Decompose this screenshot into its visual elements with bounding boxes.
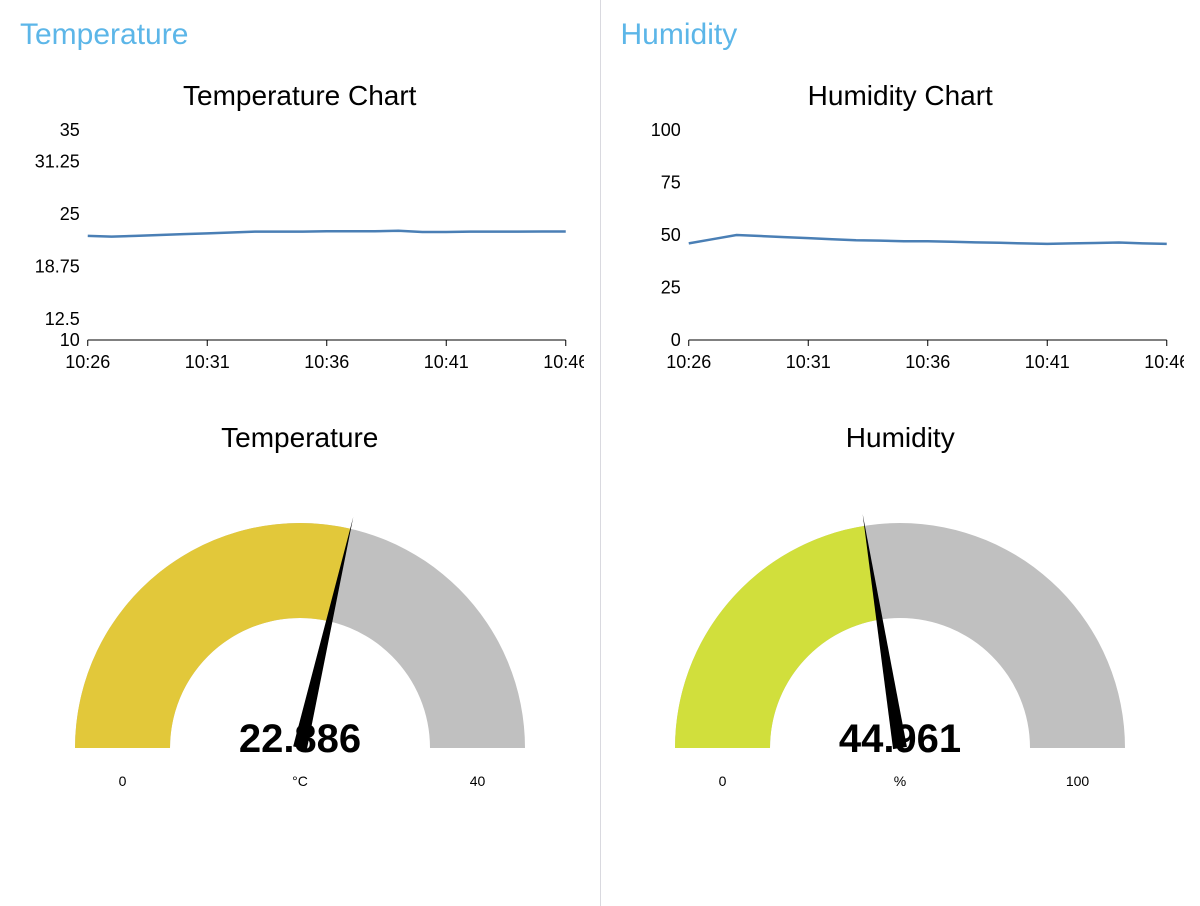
svg-text:25: 25	[660, 278, 680, 298]
svg-text:0: 0	[118, 773, 126, 789]
humidity-chart-block: Humidity Chart 0 25 50 75 100 10:26 10:31 10:36…	[617, 80, 1185, 380]
svg-text:10: 10	[60, 330, 80, 350]
svg-text:100: 100	[650, 120, 680, 140]
temperature-chart-title: Temperature Chart	[16, 80, 584, 112]
svg-text:10:41: 10:41	[1024, 352, 1069, 372]
svg-text:%: %	[894, 773, 906, 789]
svg-text:10:46: 10:46	[543, 352, 583, 372]
svg-text:25: 25	[60, 204, 80, 224]
humidity-panel-title: Humidity	[617, 18, 1185, 52]
svg-text:31.25: 31.25	[35, 152, 80, 172]
svg-text:10:46: 10:46	[1144, 352, 1184, 372]
svg-text:10:31: 10:31	[185, 352, 230, 372]
humidity-gauge: 44.961 0 100%	[617, 478, 1185, 808]
svg-text:18.75: 18.75	[35, 257, 80, 277]
svg-text:35: 35	[60, 120, 80, 140]
temperature-panel: Temperature Temperature Chart 1012.5 18.7…	[0, 0, 600, 906]
svg-text:10:41: 10:41	[424, 352, 469, 372]
svg-text:10:31: 10:31	[785, 352, 830, 372]
svg-text:0: 0	[719, 773, 727, 789]
svg-text:10:36: 10:36	[905, 352, 950, 372]
humidity-gauge-block: Humidity 44.961 0 100%	[617, 422, 1185, 808]
svg-text:12.5: 12.5	[45, 309, 80, 329]
humidity-panel: Humidity Humidity Chart 0 25 50 75 100 10:26 1…	[601, 0, 1200, 906]
temperature-gauge: 22.886 0 40 °C	[16, 478, 584, 808]
humidity-chart-title: Humidity Chart	[617, 80, 1185, 112]
humidity-gauge-title: Humidity	[617, 422, 1185, 454]
svg-text:40: 40	[469, 773, 485, 789]
temperature-gauge-title: Temperature	[16, 422, 584, 454]
svg-text:22.886: 22.886	[239, 717, 361, 761]
dashboard: Temperature Temperature Chart 1012.5 18.7…	[0, 0, 1200, 906]
svg-text:44.961: 44.961	[839, 717, 961, 761]
svg-text:0: 0	[670, 330, 680, 350]
humidity-line-chart: 0 25 50 75 100 10:26 10:31 10:36 10:41 10:46	[617, 120, 1185, 380]
svg-text:10:36: 10:36	[304, 352, 349, 372]
svg-text:75: 75	[660, 173, 680, 193]
svg-text:10:26: 10:26	[65, 352, 110, 372]
temperature-panel-title: Temperature	[16, 18, 584, 52]
temperature-gauge-block: Temperature 22.886 0 40 °C	[16, 422, 584, 808]
svg-text:10:26: 10:26	[666, 352, 711, 372]
svg-text:°C: °C	[292, 773, 308, 789]
temperature-line-chart: 1012.5 18.75 25 31.25 35 10:26 10:31 10:36 10:41…	[16, 120, 584, 380]
temperature-chart-block: Temperature Chart 1012.518.752531.253510…	[16, 80, 584, 380]
svg-text:100: 100	[1066, 773, 1090, 789]
svg-text:50: 50	[660, 225, 680, 245]
